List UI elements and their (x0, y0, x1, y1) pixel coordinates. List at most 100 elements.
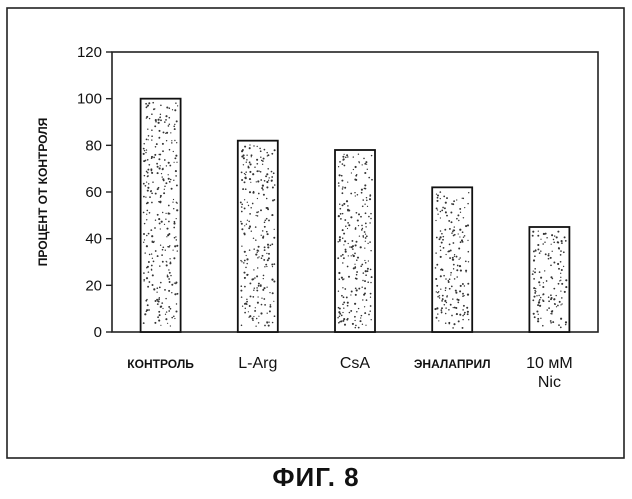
bar-stipple-dot (170, 325, 171, 326)
bar-stipple-dot (359, 235, 360, 236)
bar-stipple-dot (440, 236, 442, 238)
bar-stipple-dot (162, 143, 164, 145)
bar-stipple-dot (144, 239, 145, 240)
bar-stipple-dot (250, 163, 252, 165)
bar-stipple-dot (337, 257, 339, 259)
bar-stipple-dot (369, 195, 370, 196)
bar-stipple-dot (362, 205, 364, 207)
bar-stipple-dot (151, 269, 153, 271)
bar-stipple-dot (175, 175, 177, 177)
bar-stipple-dot (347, 228, 348, 229)
bar-stipple-dot (345, 226, 346, 227)
bar-stipple-dot (534, 271, 536, 273)
bar-stipple-dot (176, 209, 178, 211)
bar-stipple-dot (450, 212, 452, 214)
bar-stipple-dot (143, 143, 144, 144)
bar-stipple-dot (440, 289, 441, 290)
bar-stipple-dot (168, 290, 170, 292)
bar-stipple-dot (364, 163, 366, 165)
bar-stipple-dot (171, 317, 173, 319)
bar-stipple-dot (158, 298, 160, 300)
bar-stipple-dot (244, 207, 246, 209)
bar-stipple-dot (249, 282, 251, 284)
bar-stipple-dot (539, 284, 540, 285)
bar-stipple-dot (338, 291, 339, 292)
bar-stipple-dot (539, 305, 541, 307)
bar-stipple-dot (456, 199, 457, 200)
bar-stipple-dot (267, 313, 268, 314)
bar-stipple-dot (272, 292, 274, 294)
bar-stipple-dot (556, 295, 557, 296)
x-axis-labels: КОНТРОЛЬL-ArgCsAЭНАЛАПРИЛ10 мМNic (127, 355, 572, 391)
bar-stipple-dot (540, 239, 541, 240)
bar-stipple-dot (371, 155, 372, 156)
bar-stipple-dot (273, 280, 275, 282)
bar-stipple-dot (143, 272, 145, 274)
bar-stipple-dot (152, 274, 154, 276)
bar-stipple-dot (172, 109, 173, 110)
bar-stipple-dot (451, 203, 453, 205)
bar-stipple-dot (354, 303, 356, 305)
bar-stipple-dot (538, 230, 539, 231)
bar-stipple-dot (258, 256, 259, 257)
bar-stipple-dot (371, 179, 373, 181)
bar-stipple-dot (552, 321, 554, 323)
bar-stipple-dot (361, 225, 363, 227)
bar-stipple-dot (371, 276, 373, 278)
bar-stipple-dot (242, 188, 244, 190)
bar-stipple-dot (463, 313, 465, 315)
bar-stipple-dot (441, 233, 443, 235)
bar-stipple-dot (339, 204, 340, 205)
bar-stipple-dot (542, 243, 544, 245)
figure-caption: ФИГ. 8 (0, 462, 632, 493)
bar-stipple-dot (460, 212, 461, 213)
bar-stipple-dot (356, 241, 358, 243)
bar-stipple-dot (561, 240, 563, 242)
bar-stipple-dot (271, 214, 273, 216)
bar-stipple-dot (273, 263, 275, 265)
bar-stipple-dot (144, 313, 146, 315)
bar-stipple-dot (160, 228, 161, 229)
bar-stipple-dot (454, 234, 456, 236)
bar-stipple-dot (149, 118, 150, 119)
bar-stipple-dot (271, 153, 273, 155)
bar-stipple-dot (355, 294, 357, 296)
bar-stipple-dot (161, 254, 163, 256)
bar-stipple-dot (565, 240, 567, 242)
bar-stipple-dot (446, 197, 448, 199)
bar-stipple-dot (355, 287, 357, 289)
bar-stipple-dot (344, 219, 346, 221)
bar-stipple-dot (149, 212, 151, 214)
bar-stipple-dot (365, 237, 367, 239)
bar-stipple-dot (152, 284, 154, 286)
bar-stipple-dot (156, 287, 158, 289)
bar-stipple-dot (143, 196, 145, 198)
bar-stipple-dot (269, 177, 270, 178)
bar-stipple-dot (348, 255, 349, 256)
bar-stipple-dot (444, 229, 446, 231)
bar-stipple-dot (560, 254, 562, 256)
bar-stipple-dot (168, 221, 170, 223)
bar-stipple-dot (368, 216, 370, 218)
bar-stipple-dot (437, 197, 439, 199)
bar-stipple-dot (540, 250, 542, 252)
bar-stipple-dot (151, 253, 152, 254)
bar-stipple-dot (440, 217, 441, 218)
bar-stipple-dot (256, 290, 258, 292)
bar-stipple-dot (147, 286, 149, 288)
bar-stipple-dot (343, 165, 345, 167)
bar-stipple-dot (446, 302, 447, 303)
bar-stipple-dot (166, 236, 167, 237)
bar-stipple-dot (552, 251, 553, 252)
bar-stipple-dot (273, 172, 275, 174)
bar-stipple-dot (159, 287, 161, 289)
bar-stipple-dot (353, 255, 355, 257)
bar-stipple-dot (553, 239, 554, 240)
bar-stipple-dot (364, 231, 366, 233)
bar-stipple-dot (169, 107, 171, 109)
bar-stipple-dot (340, 255, 342, 257)
bar-stipple-dot (173, 180, 174, 181)
bar-stipple-dot (441, 307, 443, 309)
bar-stipple-dot (551, 297, 553, 299)
bar-stipple-dot (149, 196, 151, 198)
